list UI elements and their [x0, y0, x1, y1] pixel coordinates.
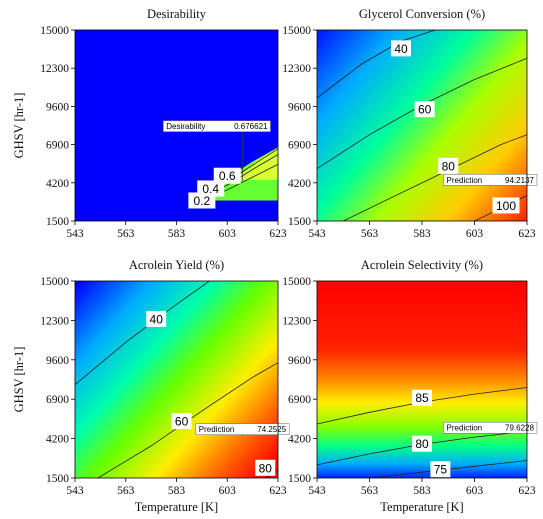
- panel1-y-tick-label: 12300: [40, 63, 69, 75]
- panel3-y-tick-label: 15000: [40, 276, 69, 288]
- panel4-x-tick-label: 623: [518, 485, 536, 497]
- panel2-x-tick-label: 543: [308, 228, 326, 240]
- panel3-y-axis-label: GHSV [hr-1]: [12, 347, 26, 413]
- panel2-y-tick-label: 6900: [288, 140, 311, 152]
- panel3-x-tick-label: 623: [269, 485, 287, 497]
- panel4-contour-label-bg: [430, 461, 451, 478]
- panel3-prediction-value: 74.2525: [257, 425, 286, 434]
- panel3-y-tick-label: 12300: [40, 315, 69, 327]
- panel1-y-tick-label: 4200: [46, 178, 69, 190]
- panel4-contour-label-bg: [412, 389, 432, 406]
- panel1-x-tick-label: 543: [66, 228, 84, 240]
- panel2-contour-label-bg: [492, 197, 520, 214]
- panel3-group: 40 60 80 Prediction 74.2525: [71, 280, 290, 482]
- panel4-title: Acrolein Selectivity (%): [361, 258, 483, 272]
- panel4-y-tick-label: 15000: [282, 276, 311, 288]
- panel4-x-axis-label: Temperature [K]: [380, 500, 463, 514]
- panel4-y-tick-label: 9600: [288, 355, 311, 367]
- panel2-group: 40 60 80 100 Prediction 94.2137: [313, 29, 538, 225]
- panel1-x-tick-label: 563: [117, 228, 135, 240]
- panel2-title: Glycerol Conversion (%): [359, 7, 485, 21]
- panel1-contour-label: 0.6: [219, 169, 236, 183]
- panel1-x-tick-label: 603: [219, 228, 237, 240]
- panel2-contour-label: 60: [418, 103, 432, 117]
- panel4-y-tick-label: 1500: [288, 473, 311, 485]
- panel1-contour-label: 0.2: [194, 194, 211, 208]
- panel2-x-tick-label: 583: [413, 228, 431, 240]
- panel4-x-tick-label: 583: [413, 485, 431, 497]
- panel2-prediction-label: Prediction: [447, 176, 483, 185]
- panel1-y-tick-label: 1500: [46, 216, 69, 228]
- panel1-y-axis-label: GHSV [hr-1]: [12, 93, 26, 159]
- panel1-contour-label: 0.4: [202, 182, 219, 196]
- panel3-prediction-box: [195, 423, 290, 435]
- panel2-contour-40: [316, 29, 436, 99]
- panel4-x-tick-label: 603: [466, 485, 484, 497]
- panel1-prediction-box: [163, 120, 271, 132]
- panel3-x-tick-label: 563: [117, 485, 135, 497]
- panel2-contour-label: 80: [442, 159, 456, 173]
- panel1-contour-label-bg: [197, 180, 225, 197]
- panel4-group: 85 80 75 Prediction 79.6228: [313, 280, 538, 482]
- panel4-contour-label: 80: [415, 437, 429, 451]
- panel4-contour-label: 85: [415, 391, 429, 405]
- panel2-x-tick-label: 623: [518, 228, 536, 240]
- panel2-x-tick-label: 603: [466, 228, 484, 240]
- panel4-contour-label: 75: [434, 463, 448, 477]
- panel2-prediction-value: 94.2137: [505, 176, 534, 185]
- panel3-y-tick-label: 6900: [46, 394, 69, 406]
- panel1-group: 0.20.40.6 Desirability 0.676621: [71, 29, 279, 225]
- panel3-x-axis-label: Temperature [K]: [135, 500, 218, 514]
- panel1-title: Desirability: [147, 7, 207, 21]
- panel2-contour-label: 100: [496, 199, 516, 213]
- panel4-prediction-label: Prediction: [447, 424, 483, 433]
- panel2-y-tick-label: 1500: [288, 216, 311, 228]
- panel2-contour-label-bg: [414, 101, 435, 118]
- panel4-y-tick-label: 4200: [288, 434, 311, 446]
- panel3-contour-label-bg: [171, 413, 192, 430]
- panel3-title: Acrolein Yield (%): [129, 258, 224, 272]
- panel3-y-tick-label: 9600: [46, 355, 69, 367]
- panel4-contour-label-bg: [412, 435, 432, 452]
- panel2-y-tick-label: 9600: [288, 101, 311, 113]
- panel3-prediction-label: Prediction: [199, 425, 235, 434]
- panel1-prediction-value: 0.676621: [234, 122, 268, 131]
- panel3-x-tick-label: 543: [66, 485, 84, 497]
- panel3-contour-label: 40: [150, 312, 164, 326]
- panel2-y-tick-label: 12300: [282, 63, 311, 75]
- panel2-contour-label: 40: [394, 42, 408, 56]
- panel1-y-tick-label: 6900: [46, 140, 69, 152]
- panel2-contour-label-bg: [438, 157, 459, 174]
- panel2-prediction-box: [443, 174, 538, 186]
- panel1-x-tick-label: 623: [269, 228, 287, 240]
- panel3-x-tick-label: 583: [168, 485, 186, 497]
- panel1-contour-label-bg: [188, 192, 216, 209]
- panel2-y-tick-label: 4200: [288, 178, 311, 190]
- panel1-prediction-label: Desirability: [166, 122, 205, 131]
- panel2-contour-label-bg: [391, 40, 411, 57]
- panel3-contour-label: 60: [175, 415, 189, 429]
- panel4-prediction-value: 79.6228: [505, 424, 534, 433]
- panel1-x-tick-label: 583: [168, 228, 186, 240]
- panel4-x-tick-label: 543: [308, 485, 326, 497]
- panel3-contour-label-bg: [255, 459, 276, 476]
- panel1-contour-label-bg: [213, 167, 241, 184]
- panel3-y-tick-label: 4200: [46, 434, 69, 446]
- panel3-contour-60: [97, 362, 279, 479]
- panel4-x-tick-label: 563: [361, 485, 379, 497]
- panel4-y-tick-label: 12300: [282, 315, 311, 327]
- panel3-y-tick-label: 1500: [46, 473, 69, 485]
- panel4-y-tick-label: 6900: [288, 394, 311, 406]
- panel1-y-tick-label: 15000: [40, 25, 69, 37]
- panel4-prediction-box: [443, 421, 538, 434]
- panel3-contour-label: 80: [259, 461, 273, 475]
- panel2-y-tick-label: 15000: [282, 25, 311, 37]
- panel1-y-tick-label: 9600: [46, 101, 69, 113]
- panel2-heatmap-field: [317, 30, 527, 221]
- panel3-heatmap-field: [75, 281, 278, 478]
- panel2-x-tick-label: 563: [361, 228, 379, 240]
- panel3-contour-label-bg: [146, 310, 167, 327]
- panel3-x-tick-label: 603: [219, 485, 237, 497]
